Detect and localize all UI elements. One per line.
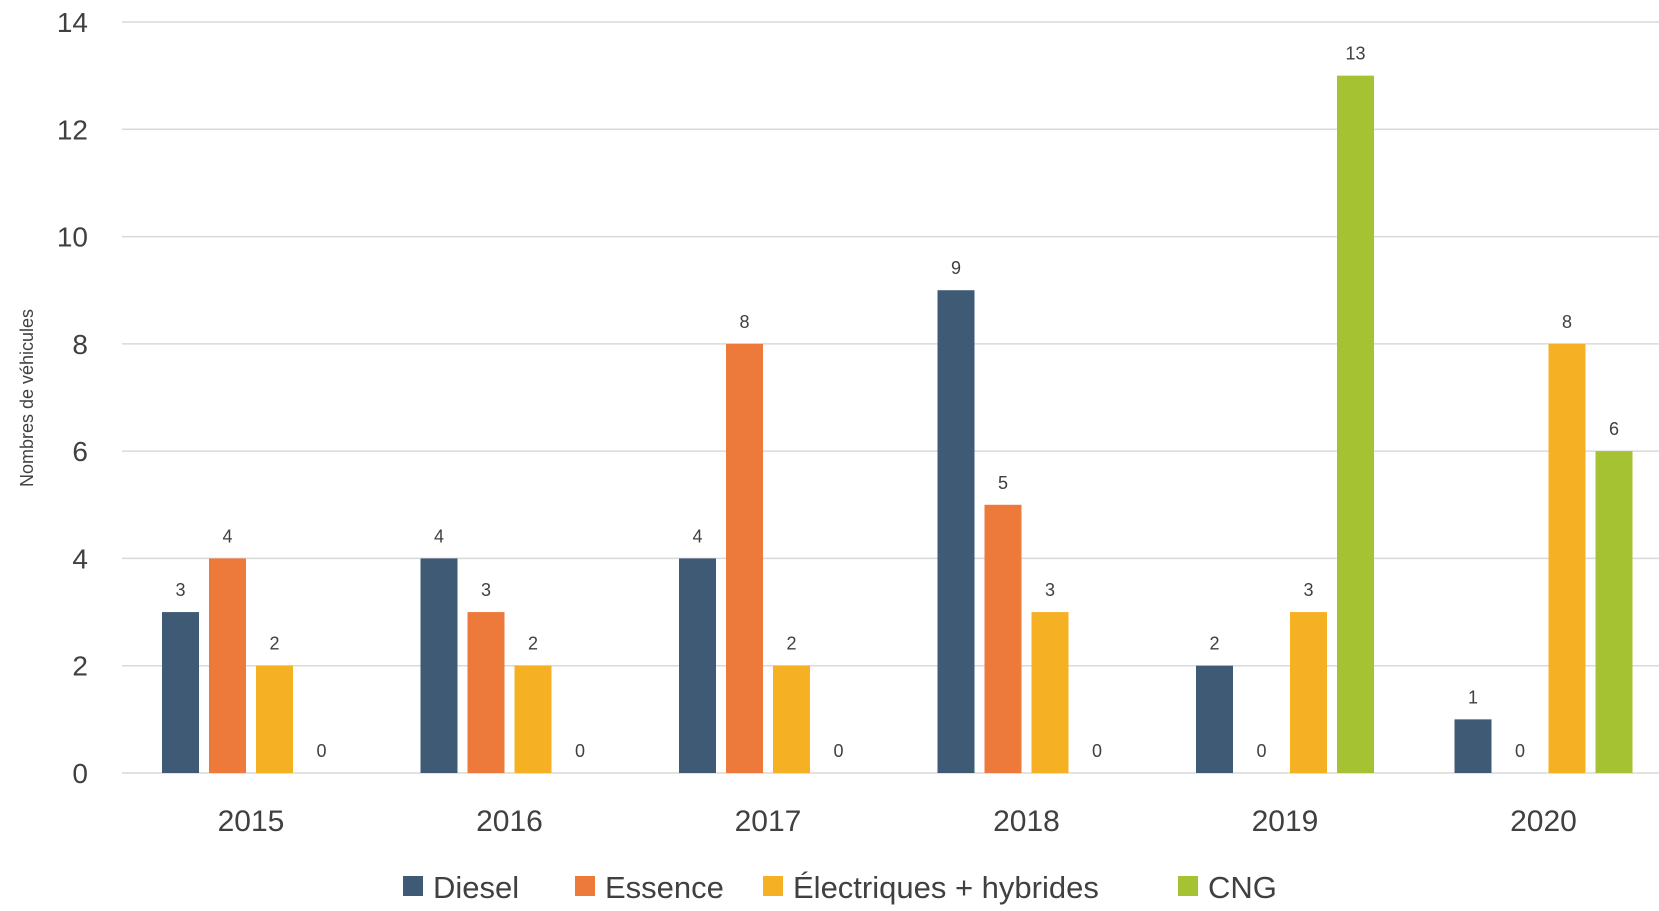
x-tick-label: 2016 <box>476 805 543 838</box>
data-label: 2 <box>528 634 538 654</box>
legend-swatch <box>763 876 783 896</box>
data-label: 4 <box>434 526 444 546</box>
y-axis-ticks: 0 2 4 6 8 10 12 14 <box>57 7 88 789</box>
x-axis-ticks: 2015 2016 2017 2018 2019 2020 <box>218 805 1577 838</box>
data-label: 13 <box>1345 44 1365 64</box>
x-tick-label: 2015 <box>218 805 285 838</box>
legend-label: CNG <box>1208 870 1277 905</box>
data-label: 1 <box>1468 687 1478 707</box>
bar--lectriques-hybrides-2019 <box>1290 612 1327 773</box>
x-tick-label: 2020 <box>1510 805 1577 838</box>
bar-diesel-2018 <box>937 290 975 773</box>
data-label: 0 <box>575 741 585 761</box>
data-label: 2 <box>1209 634 1219 654</box>
data-label: 0 <box>1256 741 1266 761</box>
bar-diesel-2016 <box>420 558 458 773</box>
data-label: 3 <box>481 580 491 600</box>
data-label: 0 <box>1092 741 1102 761</box>
y-tick-label: 8 <box>72 329 88 360</box>
bar-cng-2019 <box>1337 75 1374 773</box>
bar--lectriques-hybrides-2020 <box>1548 343 1586 773</box>
legend-swatch <box>403 876 423 896</box>
gridlines <box>122 21 1659 774</box>
bar-essence-2018 <box>984 504 1022 773</box>
bar--lectriques-hybrides-2018 <box>1031 612 1069 773</box>
bar--lectriques-hybrides-2016 <box>514 665 552 773</box>
y-tick-label: 4 <box>72 543 88 574</box>
bar-essence-2016 <box>467 612 505 773</box>
x-tick-label: 2017 <box>735 805 802 838</box>
x-tick-label: 2019 <box>1252 805 1319 838</box>
y-tick-label: 6 <box>72 436 88 467</box>
legend-label: Essence <box>605 870 724 905</box>
bar-diesel-2019 <box>1196 665 1233 773</box>
legend-swatch <box>575 876 595 896</box>
y-tick-label: 2 <box>72 651 88 682</box>
data-label: 6 <box>1609 419 1619 439</box>
data-label: 0 <box>833 741 843 761</box>
data-label: 8 <box>739 312 749 332</box>
data-label: 4 <box>692 526 702 546</box>
data-label: 3 <box>175 580 185 600</box>
legend-swatch <box>1178 876 1198 896</box>
bars <box>162 75 1633 773</box>
y-tick-label: 12 <box>57 114 88 145</box>
bar--lectriques-hybrides-2017 <box>773 665 810 773</box>
legend-label: Électriques + hybrides <box>793 870 1099 905</box>
bar-essence-2015 <box>209 558 246 773</box>
data-label: 9 <box>951 258 961 278</box>
y-tick-label: 14 <box>57 7 88 38</box>
data-label: 2 <box>786 634 796 654</box>
data-label: 8 <box>1562 312 1572 332</box>
data-label: 5 <box>998 473 1008 493</box>
data-label: 0 <box>316 741 326 761</box>
bar-essence-2017 <box>726 343 763 773</box>
bar-diesel-2017 <box>679 558 716 773</box>
data-label: 3 <box>1045 580 1055 600</box>
data-label: 0 <box>1515 741 1525 761</box>
y-tick-label: 0 <box>72 758 88 789</box>
bar-diesel-2020 <box>1454 719 1492 773</box>
bar--lectriques-hybrides-2015 <box>256 665 293 773</box>
data-label: 2 <box>269 634 279 654</box>
x-tick-label: 2018 <box>993 805 1060 838</box>
y-tick-label: 10 <box>57 222 88 253</box>
data-label: 3 <box>1303 580 1313 600</box>
legend: Diesel Essence Électriques + hybrides CNG <box>403 870 1277 905</box>
y-axis-label: Nombres de véhicules <box>17 309 37 487</box>
bar-cng-2020 <box>1595 451 1633 773</box>
legend-label: Diesel <box>433 870 519 905</box>
bar-diesel-2015 <box>162 612 199 773</box>
data-label: 4 <box>222 526 232 546</box>
